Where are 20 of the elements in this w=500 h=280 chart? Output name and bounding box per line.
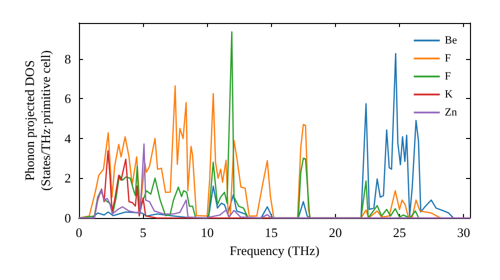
y-tick-label: 6 — [64, 91, 72, 106]
y-axis-title: Phonon projected DOS (States/THz·primitive cell) — [22, 50, 54, 191]
y-tick-label: 0 — [64, 210, 71, 226]
x-tick-label: 15 — [264, 225, 278, 240]
y-tick-label: 4 — [64, 130, 72, 146]
x-tick-label: 0 — [76, 225, 82, 240]
legend-label: F — [444, 70, 451, 82]
legend-label: F — [444, 52, 451, 64]
legend-label: Be — [444, 34, 458, 46]
x-axis-title: Frequency (THz) — [230, 242, 320, 258]
line-series — [78, 31, 420, 219]
x-tick-label: 20 — [328, 225, 342, 240]
x-tick-label: 30 — [457, 225, 470, 240]
x-tick-label: 5 — [140, 225, 146, 240]
x-tick-label: 10 — [200, 225, 214, 240]
y-tick-label: 2 — [64, 170, 71, 186]
legend-label: K — [444, 88, 453, 100]
x-tick-label: 25 — [392, 225, 406, 240]
y-tick-label: 8 — [64, 51, 71, 66]
legend-label: Zn — [444, 106, 458, 118]
